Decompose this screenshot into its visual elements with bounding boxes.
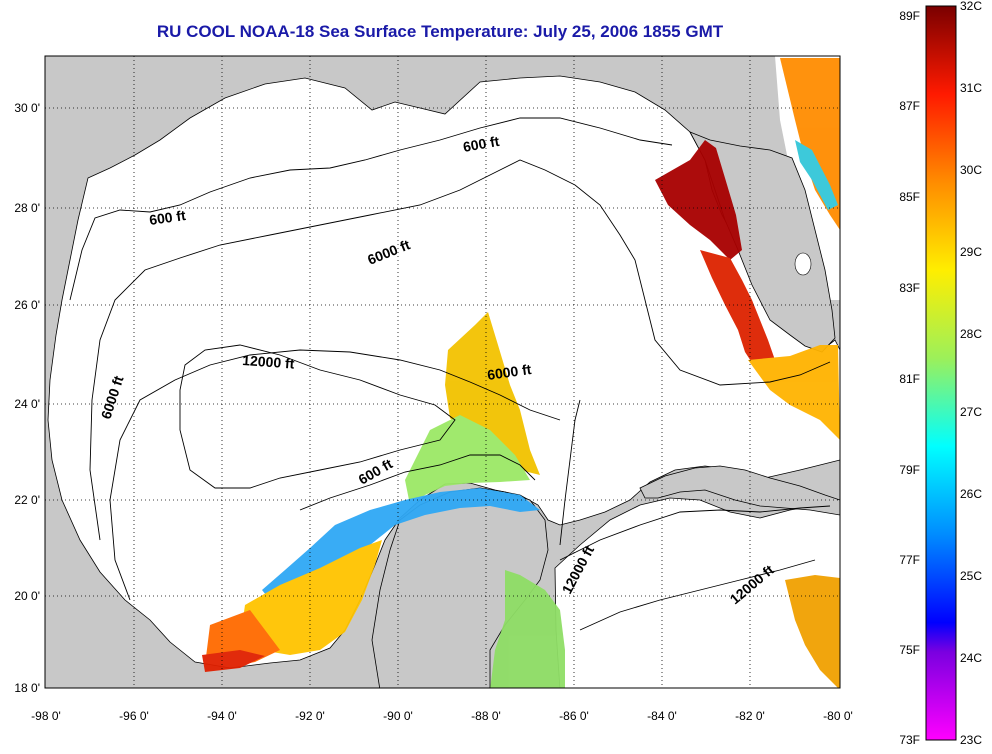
colorbar-c-label: 27C (960, 405, 982, 419)
sst-swath-bay-red (202, 650, 265, 672)
colorbar-c-label: 31C (960, 81, 982, 95)
sst-swath-atlantic-cool (795, 140, 838, 210)
colorbar-c-label: 25C (960, 569, 982, 583)
contour-label: 6000 ft (486, 361, 532, 383)
colorbar-c-label: 30C (960, 163, 982, 177)
sst-data-swaths (202, 58, 840, 688)
sst-swath-florida-orange (700, 250, 790, 375)
lat-tick-label: 26 0' (14, 298, 40, 312)
colorbar-c-label: 28C (960, 327, 982, 341)
contour-6000ft (89, 159, 831, 541)
sst-swath-bay-yellow (240, 540, 382, 655)
colorbar-f-label: 85F (899, 190, 920, 204)
contour-12000ft-caribbean (579, 559, 816, 631)
contour-label: 12000 ft (242, 352, 295, 372)
lon-tick-label: -92 0' (295, 709, 325, 723)
contour-12000ft-yucatan (559, 399, 581, 546)
lon-tick-label: -98 0' (31, 709, 61, 723)
cuba-land (639, 465, 840, 516)
lat-tick-label: 18 0' (14, 681, 40, 695)
lat-tick-label: 30 0' (14, 101, 40, 115)
sst-swath-caribbean-orange (785, 575, 840, 688)
colorbar-c-label: 23C (960, 733, 982, 747)
colorbar-f-label: 73F (899, 733, 920, 747)
plot-frame (44, 55, 841, 689)
bathymetry-contours (69, 117, 831, 631)
colorbar-c-label: 24C (960, 651, 982, 665)
lat-tick-label: 24 0' (14, 397, 40, 411)
colorbar-f-label: 87F (899, 99, 920, 113)
lat-tick-label: 22 0' (14, 493, 40, 507)
contour-600ft-north (69, 117, 673, 301)
colorbar-f-label: 75F (899, 643, 920, 657)
contour-label: 600 ft (148, 207, 187, 228)
contour-label: 600 ft (462, 133, 501, 155)
map-title: RU COOL NOAA-18 Sea Surface Temperature:… (156, 22, 724, 41)
sst-swath-central-green (405, 415, 530, 505)
sst-swath-yucatan-green (490, 570, 565, 688)
lat-tick-label: 28 0' (14, 201, 40, 215)
lon-tick-label: -84 0' (647, 709, 677, 723)
lon-tick-label: -86 0' (559, 709, 589, 723)
colorbar-c-label: 29C (960, 245, 982, 259)
colorbar-c-label: 32C (960, 0, 982, 13)
graticule (45, 56, 840, 688)
caribbean-water (554, 497, 840, 688)
lon-tick-label: -96 0' (119, 709, 149, 723)
lon-tick-label: -90 0' (383, 709, 413, 723)
lon-tick-label: -80 0' (823, 709, 853, 723)
latitude-axis: 30 0' 28 0' 26 0' 24 0' 22 0' 20 0' 18 0… (14, 101, 40, 695)
lon-tick-label: -82 0' (735, 709, 765, 723)
contour-600ft-bay (109, 349, 561, 601)
lon-tick-label: -94 0' (207, 709, 237, 723)
colorbar-f-label: 79F (899, 463, 920, 477)
colorbar-f-label: 77F (899, 553, 920, 567)
colorbar-gradient (925, 5, 957, 741)
longitude-axis: -98 0' -96 0' -94 0' -92 0' -90 0' -88 0… (31, 709, 853, 723)
lon-tick-label: -88 0' (471, 709, 501, 723)
lake-okeechobee (794, 252, 812, 276)
colorbar-f-label: 81F (899, 372, 920, 386)
contour-600ft-campeche (299, 454, 536, 511)
colorbar: 89F 87F 85F 83F 81F 79F 77F 75F 73F 32C … (899, 0, 982, 747)
colorbar-f-label: 83F (899, 281, 920, 295)
colorbar-c-label: 26C (960, 487, 982, 501)
lat-tick-label: 20 0' (14, 589, 40, 603)
sst-swath-keys (748, 345, 840, 440)
contour-6000ft-caribbean (559, 505, 831, 561)
contour-12000ft-central (179, 344, 456, 489)
sst-swath-florida-red (655, 140, 742, 260)
colorbar-f-label: 89F (899, 9, 920, 23)
